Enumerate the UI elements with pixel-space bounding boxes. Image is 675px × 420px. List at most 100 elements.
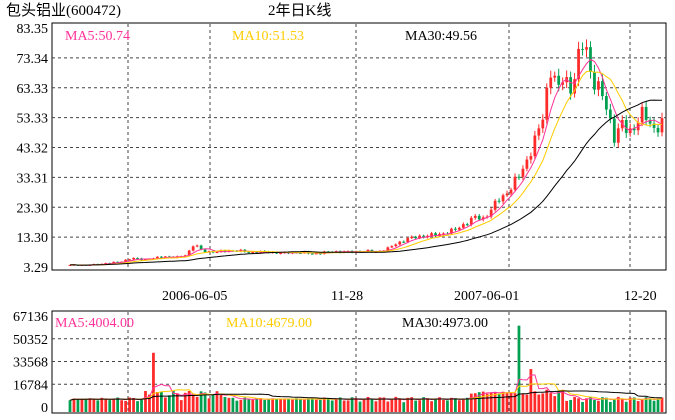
volume-bar — [620, 399, 624, 412]
volume-bar — [608, 401, 612, 412]
volume-bar — [497, 393, 501, 412]
candle-body — [545, 87, 549, 120]
volume-ma10-label: MA10:4679.00 — [226, 316, 312, 331]
volume-bar — [267, 399, 271, 412]
candle-body — [457, 227, 461, 230]
volume-bar — [533, 391, 537, 412]
candle-body — [112, 261, 116, 264]
volume-bar — [517, 325, 521, 412]
volume-bar — [239, 399, 243, 412]
price-grid — [52, 24, 666, 269]
volume-bar — [390, 399, 394, 412]
volume-bar — [406, 397, 410, 412]
candle-body — [128, 259, 131, 261]
candle-body — [608, 109, 612, 119]
volume-bar — [529, 369, 533, 412]
volume-bar — [593, 399, 596, 412]
candle-body — [450, 228, 453, 234]
volume-bar — [80, 399, 84, 412]
candle-body — [187, 250, 191, 256]
volume-bar — [362, 398, 366, 412]
volume-bar — [160, 391, 163, 412]
volume-bar — [84, 398, 88, 412]
candle-body — [525, 159, 529, 169]
volume-bar — [549, 393, 553, 412]
candle-body — [314, 253, 318, 255]
candle-body — [191, 246, 195, 251]
volume-bar — [402, 402, 406, 412]
volume-bar — [303, 399, 306, 412]
candle-body — [473, 215, 477, 218]
candle-body — [585, 47, 588, 50]
volume-bar — [96, 400, 100, 412]
volume-bar — [632, 397, 636, 412]
volume-bar — [597, 400, 600, 412]
candle-body — [132, 257, 135, 260]
price-ma5-label: MA5:50.74 — [65, 29, 130, 44]
price-ma30-label: MA30:49.56 — [405, 29, 477, 44]
volume-bar — [291, 399, 294, 412]
volume-bar — [358, 401, 362, 412]
candle-body — [104, 263, 108, 265]
volume-bar — [616, 396, 620, 412]
candle-body — [160, 256, 163, 258]
volume-bar — [350, 397, 354, 412]
volume-bar — [521, 393, 525, 412]
volume-bar — [386, 401, 390, 412]
candle-body — [366, 250, 370, 252]
candle-body — [195, 245, 199, 247]
volume-bar — [640, 399, 644, 412]
volume-bar — [279, 398, 282, 412]
candle-body — [465, 224, 469, 226]
volume-y-ticks: 67136 50352 33568 16784 0 — [13, 310, 48, 416]
volume-bar — [410, 397, 414, 412]
volume-bar — [581, 401, 584, 412]
candle-body — [529, 156, 533, 160]
candle-body — [442, 233, 445, 235]
candle-body — [581, 48, 584, 50]
volume-bar — [104, 398, 108, 412]
candle-body — [541, 119, 545, 129]
candle-body — [549, 77, 553, 88]
volume-bar — [644, 397, 648, 412]
candle-body — [394, 244, 398, 247]
volume-bar — [191, 396, 195, 412]
volume-bar — [589, 396, 592, 412]
candle-body — [386, 247, 390, 251]
volume-y-tick-label: 67136 — [13, 310, 48, 325]
price-y-ticks: 83.35 73.34 63.33 53.33 43.32 33.31 23.30 13.30… — [17, 22, 49, 276]
volume-bar — [211, 394, 215, 412]
volume-bar — [485, 393, 489, 412]
volume-bar — [561, 389, 565, 412]
candle-body — [557, 75, 561, 85]
candle-body — [656, 127, 660, 133]
volume-ma5-label: MA5:4004.00 — [55, 316, 134, 331]
candle-body — [505, 193, 509, 196]
volume-bar — [457, 400, 461, 412]
candle-body — [652, 123, 656, 128]
volume-bar — [577, 398, 580, 412]
candle-body — [604, 96, 608, 110]
candle-body — [481, 217, 485, 220]
volume-y-tick-label: 16784 — [13, 378, 48, 393]
price-y-tick-label: 33.31 — [17, 171, 49, 186]
x-tick-label: 12-20 — [624, 289, 657, 304]
candle-body — [553, 75, 557, 78]
price-ma10-line — [69, 70, 663, 266]
volume-bar — [330, 400, 334, 412]
volume-bar — [299, 399, 302, 412]
candle-body — [469, 217, 473, 225]
volume-bar — [175, 393, 179, 412]
volume-bar — [171, 390, 175, 412]
volume-bar — [489, 392, 493, 412]
x-tick-label: 2006-06-05 — [162, 289, 227, 304]
candle-body — [521, 168, 525, 177]
price-y-tick-label: 23.30 — [17, 201, 49, 216]
volume-bar — [398, 398, 402, 412]
price-y-tick-label: 53.33 — [17, 112, 49, 127]
candle-body — [493, 200, 497, 210]
volume-bar — [247, 399, 251, 412]
candle-body — [537, 128, 541, 136]
candle-body — [430, 233, 433, 236]
